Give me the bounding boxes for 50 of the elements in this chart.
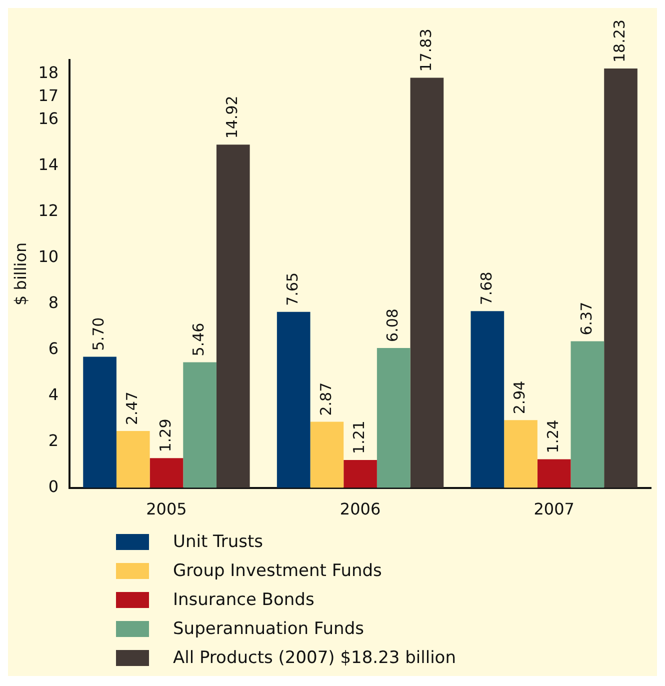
bar bbox=[276, 312, 310, 488]
y-axis-title: $ billion bbox=[10, 242, 30, 306]
data-label: 2.47 bbox=[123, 392, 142, 425]
x-tick-label: 2006 bbox=[340, 500, 381, 519]
bar bbox=[116, 430, 150, 488]
y-tick-label: 10 bbox=[38, 246, 59, 266]
legend-label: All Products (2007) $18.23 billion bbox=[173, 648, 456, 668]
bar bbox=[570, 341, 604, 488]
y-tick-label: 8 bbox=[48, 292, 59, 312]
y-tick-label: 18 bbox=[38, 62, 59, 82]
bar bbox=[83, 356, 116, 488]
y-tick-label: 6 bbox=[48, 338, 59, 358]
data-label: 1.24 bbox=[544, 420, 562, 454]
bar bbox=[470, 311, 504, 488]
x-tick-label: 2005 bbox=[146, 500, 187, 519]
data-label: 5.46 bbox=[190, 322, 208, 356]
data-label: 2.87 bbox=[316, 382, 335, 416]
bar bbox=[604, 68, 638, 488]
y-tick-label: 14 bbox=[38, 154, 59, 174]
y-tick-label: 4 bbox=[48, 384, 59, 404]
y-tick-label: 2 bbox=[48, 430, 59, 450]
bar bbox=[410, 78, 444, 488]
legend-label: Group Investment Funds bbox=[173, 560, 382, 580]
bar bbox=[150, 458, 184, 488]
legend-label: Insurance Bonds bbox=[173, 590, 314, 610]
data-label: 17.83 bbox=[416, 28, 435, 72]
legend-label: Unit Trusts bbox=[173, 532, 264, 552]
bar bbox=[376, 348, 410, 488]
y-tick-label: 16 bbox=[38, 108, 59, 128]
data-label: 18.23 bbox=[610, 20, 629, 63]
data-label: 6.08 bbox=[384, 308, 402, 342]
bar bbox=[504, 420, 538, 488]
bar bbox=[310, 422, 344, 488]
bar bbox=[344, 460, 377, 488]
data-label: 14.92 bbox=[223, 96, 242, 139]
y-tick-label: 17 bbox=[38, 86, 59, 105]
bar bbox=[183, 362, 216, 488]
data-label: 5.70 bbox=[90, 317, 108, 351]
data-label: 7.65 bbox=[284, 272, 302, 306]
data-label: 1.21 bbox=[350, 420, 368, 454]
data-label: 6.37 bbox=[577, 302, 596, 336]
data-label: 1.29 bbox=[156, 418, 174, 452]
y-tick-label: 12 bbox=[38, 200, 59, 220]
data-label: 2.94 bbox=[510, 380, 529, 414]
bar bbox=[537, 459, 571, 488]
legend-label: Superannuation Funds bbox=[173, 618, 364, 638]
y-tick-label: 0 bbox=[48, 476, 59, 496]
x-tick-label: 2007 bbox=[534, 500, 574, 519]
bar bbox=[216, 144, 250, 488]
data-label: 7.68 bbox=[477, 272, 496, 306]
